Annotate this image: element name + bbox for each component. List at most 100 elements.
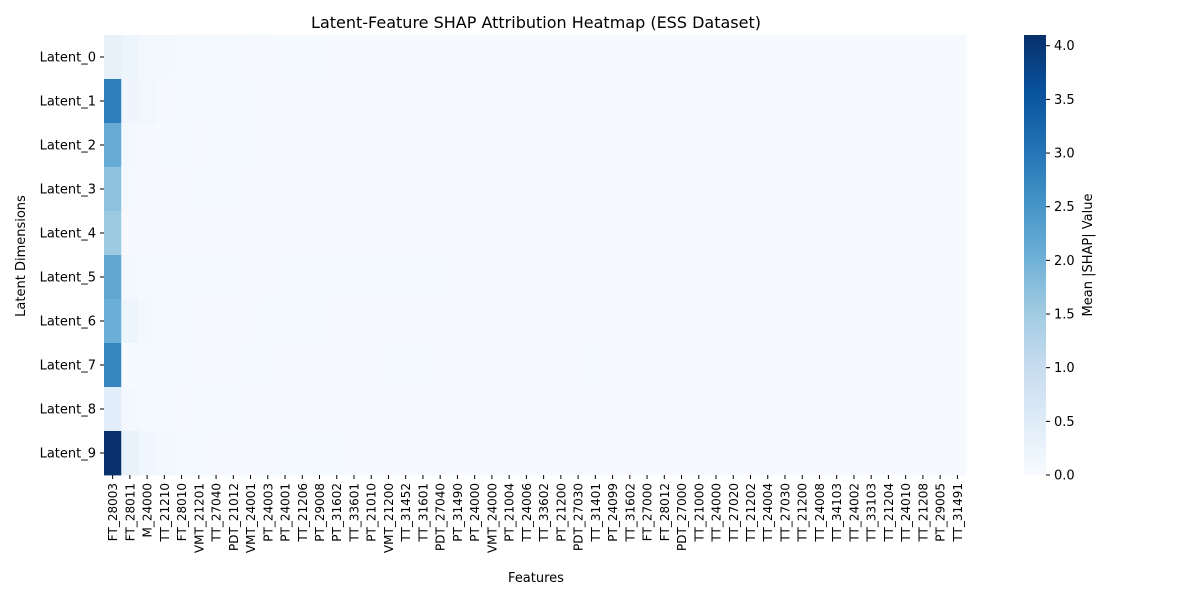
heatmap-cell xyxy=(517,35,536,80)
heatmap-cell xyxy=(948,123,967,168)
heatmap-cell xyxy=(672,211,691,256)
heatmap-cell xyxy=(879,79,898,124)
heatmap-cell xyxy=(276,123,295,168)
x-tick-label: TT_31602 xyxy=(623,483,637,543)
heatmap-cell xyxy=(310,299,329,344)
heatmap-cell xyxy=(810,387,829,432)
heatmap-cell xyxy=(914,79,932,124)
heatmap-cell xyxy=(793,431,812,476)
heatmap-cell xyxy=(155,79,174,124)
heatmap-cell xyxy=(552,167,570,212)
heatmap-cell xyxy=(603,35,622,80)
heatmap-cell xyxy=(328,167,346,212)
heatmap-cell xyxy=(121,123,139,168)
heatmap-cell xyxy=(345,35,363,80)
x-tick-label: PDT_27000 xyxy=(675,483,689,551)
heatmap-cell xyxy=(741,211,760,256)
x-tick-label: PT_24099 xyxy=(606,483,620,542)
heatmap-cell xyxy=(517,255,536,300)
heatmap-cell xyxy=(569,431,588,476)
heatmap-cell xyxy=(759,387,777,432)
heatmap-cell xyxy=(776,35,794,80)
heatmap-cell xyxy=(293,431,312,476)
heatmap-cell xyxy=(207,387,226,432)
heatmap-cell xyxy=(586,255,605,300)
heatmap-cell xyxy=(914,343,932,388)
heatmap-cell xyxy=(397,211,415,256)
heatmap-cell xyxy=(328,123,346,168)
heatmap-cell xyxy=(155,387,174,432)
heatmap-cell xyxy=(500,299,519,344)
heatmap-cell xyxy=(207,299,226,344)
heatmap-cell xyxy=(672,255,691,300)
heatmap-cell xyxy=(724,431,743,476)
heatmap-cell xyxy=(104,299,122,344)
heatmap-cell xyxy=(121,255,139,300)
heatmap-cell xyxy=(500,431,519,476)
heatmap-cell xyxy=(776,79,794,124)
heatmap-cell xyxy=(448,211,467,256)
heatmap-cell xyxy=(828,299,846,344)
x-tick-label: VMT_21201 xyxy=(192,483,206,553)
heatmap-cell xyxy=(104,79,122,124)
heatmap-cell xyxy=(121,387,139,432)
heatmap-cell xyxy=(448,35,467,80)
heatmap-cell xyxy=(517,343,536,388)
heatmap-cell xyxy=(655,299,674,344)
heatmap-cell xyxy=(259,431,277,476)
heatmap-cell xyxy=(776,387,794,432)
heatmap-cell xyxy=(121,211,139,256)
heatmap-cell xyxy=(759,79,777,124)
heatmap-cell xyxy=(259,79,277,124)
heatmap-cells xyxy=(104,35,967,476)
heatmap-cell xyxy=(466,343,484,388)
heatmap-cell xyxy=(362,255,381,300)
heatmap-cell xyxy=(414,35,432,80)
heatmap-cell xyxy=(948,299,967,344)
x-tick-label: TT_24000 xyxy=(710,483,724,543)
heatmap-cell xyxy=(224,167,243,212)
x-tick-label: TT_33601 xyxy=(347,483,361,543)
heatmap-cell xyxy=(690,167,708,212)
x-tick-label: TT_27030 xyxy=(778,483,792,543)
heatmap-cell xyxy=(466,79,484,124)
heatmap-cell xyxy=(224,123,243,168)
heatmap-cell xyxy=(810,79,829,124)
heatmap-cell xyxy=(793,387,812,432)
heatmap-cell xyxy=(655,255,674,300)
colorbar-tick-label: 1.0 xyxy=(1054,361,1075,376)
heatmap-cell xyxy=(466,431,484,476)
heatmap-cell xyxy=(121,343,139,388)
heatmap-cell xyxy=(362,123,381,168)
heatmap-cell xyxy=(448,123,467,168)
heatmap-cell xyxy=(207,123,226,168)
heatmap-cell xyxy=(914,167,932,212)
heatmap-cell xyxy=(483,79,501,124)
heatmap-cell xyxy=(845,79,863,124)
heatmap-cell xyxy=(535,255,553,300)
x-tick-label: FT_27000 xyxy=(641,483,655,541)
heatmap-cell xyxy=(707,35,726,80)
heatmap-cell xyxy=(845,35,863,80)
heatmap-cell xyxy=(104,387,122,432)
heatmap-cell xyxy=(190,167,208,212)
heatmap-cell xyxy=(276,35,295,80)
x-tick-label: PT_24000 xyxy=(468,483,482,542)
heatmap-cell xyxy=(828,387,846,432)
chart-title: Latent-Feature SHAP Attribution Heatmap … xyxy=(311,13,761,32)
heatmap-cell xyxy=(241,299,260,344)
heatmap-cell xyxy=(190,79,208,124)
heatmap-cell xyxy=(483,167,501,212)
heatmap-cell xyxy=(845,211,863,256)
heatmap-cell xyxy=(690,387,708,432)
heatmap-cell xyxy=(862,387,881,432)
heatmap-cell xyxy=(862,431,881,476)
heatmap-cell xyxy=(310,387,329,432)
heatmap-cell xyxy=(345,387,363,432)
heatmap-cell xyxy=(948,167,967,212)
heatmap-cell xyxy=(672,123,691,168)
heatmap-cell xyxy=(741,255,760,300)
heatmap-cell xyxy=(621,123,639,168)
heatmap-cell xyxy=(483,431,501,476)
x-tick-label: TT_21208 xyxy=(916,483,930,543)
